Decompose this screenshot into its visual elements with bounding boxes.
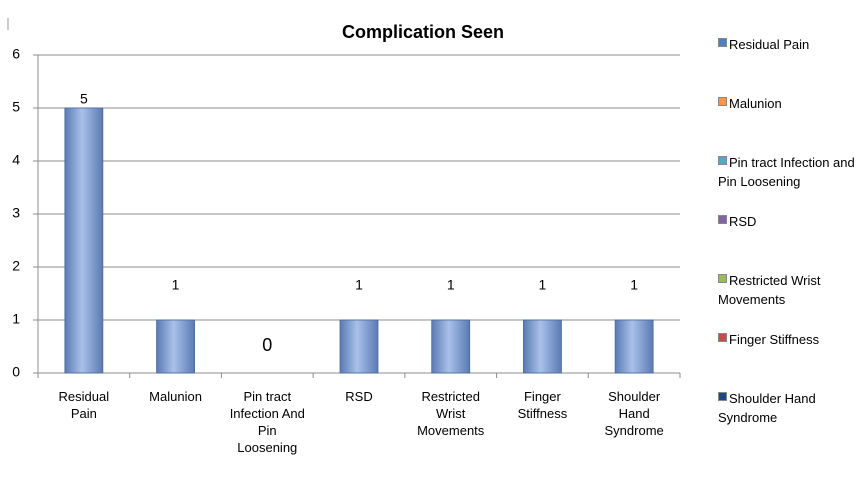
- legend-label: Residual Pain: [729, 37, 810, 52]
- value-label: 1: [447, 277, 455, 293]
- legend-item: RSD: [718, 212, 858, 231]
- x-tick-label: RSD: [345, 389, 373, 404]
- legend-swatch: [718, 156, 727, 165]
- value-label: 0: [262, 335, 272, 355]
- value-label: 1: [539, 277, 547, 293]
- value-label: 1: [630, 277, 638, 293]
- legend-item: Pin tract Infection and Pin Loosening: [718, 153, 858, 191]
- x-tick-label: Finger Stiffness: [517, 389, 568, 421]
- y-tick-label: 2: [12, 258, 20, 274]
- y-tick-label: 0: [12, 364, 20, 380]
- legend-item: Finger Stiffness: [718, 330, 858, 349]
- legend-label: Shoulder Hand Syndrome: [718, 391, 816, 425]
- y-tick-label: 5: [12, 99, 20, 115]
- legend-item: Shoulder Hand Syndrome: [718, 389, 858, 427]
- legend-item: Residual Pain: [718, 35, 858, 54]
- legend-label: Finger Stiffness: [729, 332, 820, 347]
- legend-swatch: [718, 274, 727, 283]
- legend-item: Restricted Wrist Movements: [718, 271, 858, 309]
- y-tick-label: 3: [12, 205, 20, 221]
- legend-swatch: [718, 333, 727, 342]
- x-tick-label: Malunion: [149, 389, 202, 404]
- legend-label: RSD: [729, 214, 757, 229]
- bar: [614, 319, 654, 374]
- x-tick-label: Pin tract Infection And Pin Loosening: [229, 389, 305, 455]
- value-label: 1: [172, 277, 180, 293]
- legend-label: Malunion: [729, 96, 782, 111]
- legend-label: Restricted Wrist Movements: [718, 273, 821, 307]
- bar: [64, 107, 104, 374]
- legend-swatch: [718, 38, 727, 47]
- legend-swatch: [718, 392, 727, 401]
- x-tick-label: Restricted Wrist Movements: [417, 389, 485, 438]
- chart-title: Complication Seen: [342, 22, 504, 42]
- bar: [431, 319, 471, 374]
- x-tick-label: Residual Pain: [58, 389, 110, 421]
- bar: [156, 319, 195, 374]
- y-tick-label: 1: [12, 311, 20, 327]
- x-tick-label: Shoulder Hand Syndrome: [604, 389, 664, 438]
- legend-swatch: [718, 215, 727, 224]
- legend-swatch: [718, 97, 727, 106]
- legend-item: Malunion: [718, 94, 858, 113]
- y-tick-label: 4: [12, 152, 20, 168]
- value-label: 1: [355, 277, 363, 293]
- legend-label: Pin tract Infection and Pin Loosening: [718, 155, 855, 189]
- bar: [523, 319, 562, 374]
- bar: [339, 319, 379, 374]
- y-tick-label: 6: [12, 46, 20, 62]
- value-label: 5: [80, 91, 88, 107]
